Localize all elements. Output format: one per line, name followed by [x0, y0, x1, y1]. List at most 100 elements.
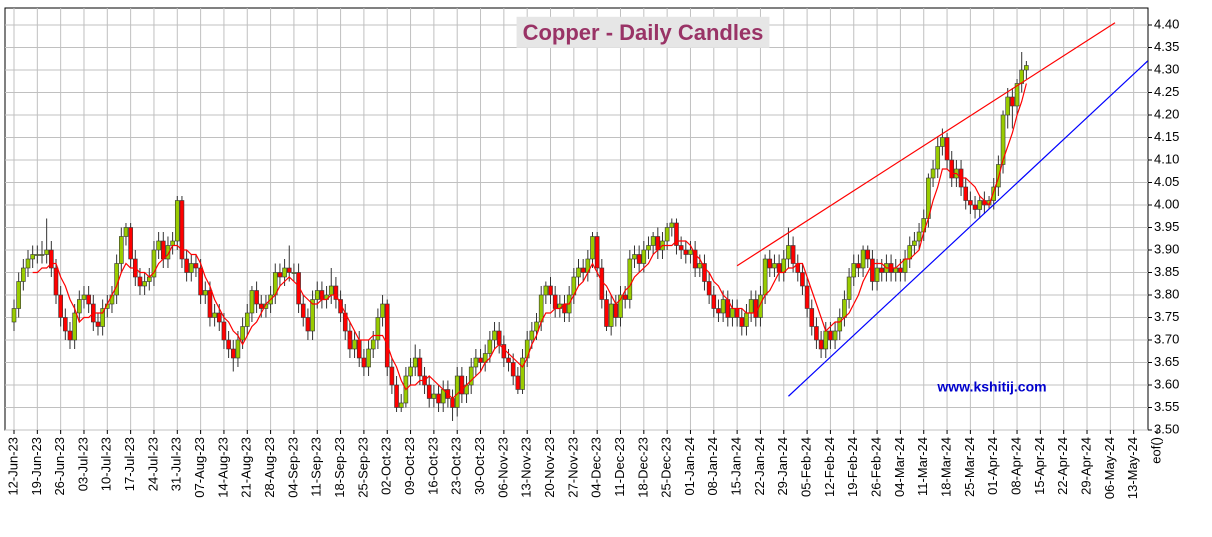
candle-body [249, 290, 255, 314]
candle-body [534, 321, 539, 332]
candle-body [244, 312, 250, 327]
candle-body [501, 344, 507, 359]
candle-body [506, 357, 511, 363]
candle-body [552, 294, 558, 309]
candle-body [417, 357, 423, 377]
y-tick-label: 3.95 [1154, 219, 1179, 234]
candle-body [898, 267, 903, 273]
x-tick-label: 31-Jul-23 [169, 437, 184, 491]
candle-body [800, 272, 805, 287]
x-tick-label: 18-Dec-23 [635, 437, 650, 498]
candle-body [375, 317, 381, 341]
candle-body [711, 294, 717, 309]
candle-body [893, 267, 899, 273]
x-tick-label: 10-Jul-23 [99, 437, 114, 491]
candle-body [478, 357, 483, 363]
y-tick-label: 3.90 [1154, 241, 1179, 256]
candle-body [286, 267, 292, 273]
candle-body [753, 299, 759, 318]
candle-body [613, 303, 619, 318]
candle-body [818, 339, 824, 350]
candle-body [296, 272, 301, 305]
candle-body [468, 366, 474, 386]
candle-body [49, 249, 54, 269]
candle-body [21, 267, 26, 282]
candle-body [1000, 114, 1006, 165]
candle-body [352, 339, 357, 350]
candle-body [193, 263, 199, 269]
candle-body [291, 272, 297, 274]
candle-body [809, 308, 815, 327]
candle-body [394, 384, 399, 408]
candle-body [487, 339, 493, 354]
candle-body [156, 240, 161, 251]
candle-body [319, 290, 325, 300]
candle-body [636, 254, 642, 264]
x-tick-label: 18-Mar-24 [938, 437, 953, 497]
candle-body [739, 317, 745, 327]
candle-body [39, 254, 45, 256]
x-tick-label: 13-Nov-23 [519, 437, 534, 498]
candle-body [832, 330, 838, 341]
candle-body [398, 402, 404, 408]
candle-body [916, 231, 922, 242]
candle-body [305, 317, 311, 332]
candle-body [221, 321, 227, 341]
candle-body [599, 267, 605, 300]
x-tick-label: 11-Sep-23 [309, 437, 324, 497]
candle-body [688, 249, 693, 255]
candle-body [921, 218, 927, 233]
candle-body [972, 204, 978, 210]
candle-body [860, 249, 866, 269]
x-tick-label: 07-Aug-23 [192, 437, 207, 498]
x-tick-label: 06-May-24 [1102, 437, 1117, 499]
x-tick-label: 01-Apr-24 [985, 437, 1000, 495]
x-tick-label: 20-Nov-23 [542, 437, 557, 498]
y-tick-label: 4.00 [1154, 196, 1179, 211]
x-tick-label: 12-Feb-24 [822, 437, 837, 497]
candle-body [58, 294, 63, 318]
y-tick-label: 3.70 [1154, 331, 1179, 346]
candle-body [674, 222, 679, 246]
candle-body [594, 236, 600, 269]
x-tick-label: 06-Nov-23 [495, 437, 510, 498]
candle-body [35, 254, 40, 256]
candle-body [1010, 96, 1015, 107]
candle-body [496, 330, 502, 345]
candle-body [786, 245, 791, 260]
candle-body [678, 245, 684, 251]
x-tick-label: 14-Aug-23 [215, 437, 230, 498]
x-tick-label: 27-Nov-23 [565, 437, 580, 498]
x-tick-label: 26-Feb-24 [869, 437, 884, 497]
candle-body [95, 321, 101, 327]
x-tick-label: 29-Apr-24 [1078, 437, 1093, 495]
chart-title: Copper - Daily Candles [523, 20, 764, 45]
candle-body [81, 294, 87, 300]
candle-body [179, 200, 185, 260]
x-tick-label: 11-Dec-23 [612, 437, 627, 497]
candle-body [664, 227, 670, 242]
x-tick-label: 01-Jan-24 [682, 437, 697, 496]
candle-body [151, 249, 157, 278]
candle-body [641, 249, 647, 264]
candle-body [123, 227, 129, 237]
candle-body [310, 299, 315, 332]
candle-body [230, 348, 236, 359]
candle-body [669, 222, 675, 228]
y-tick-label: 4.10 [1154, 151, 1179, 166]
candle-body [697, 263, 703, 269]
candle-body [63, 317, 68, 332]
candle-body [30, 254, 35, 260]
x-tick-label: 12-Jun-23 [5, 437, 20, 496]
candle-body [879, 267, 885, 273]
y-tick-label: 4.40 [1154, 16, 1179, 31]
y-tick-label: 3.60 [1154, 376, 1179, 391]
candle-body [968, 200, 973, 206]
candle-body [188, 263, 194, 273]
x-tick-label: 04-Sep-23 [285, 437, 300, 498]
candle-body [935, 146, 941, 170]
candle-body [426, 384, 432, 399]
candle-body [814, 326, 819, 341]
candle-body [692, 249, 698, 269]
candle-body [314, 290, 320, 300]
